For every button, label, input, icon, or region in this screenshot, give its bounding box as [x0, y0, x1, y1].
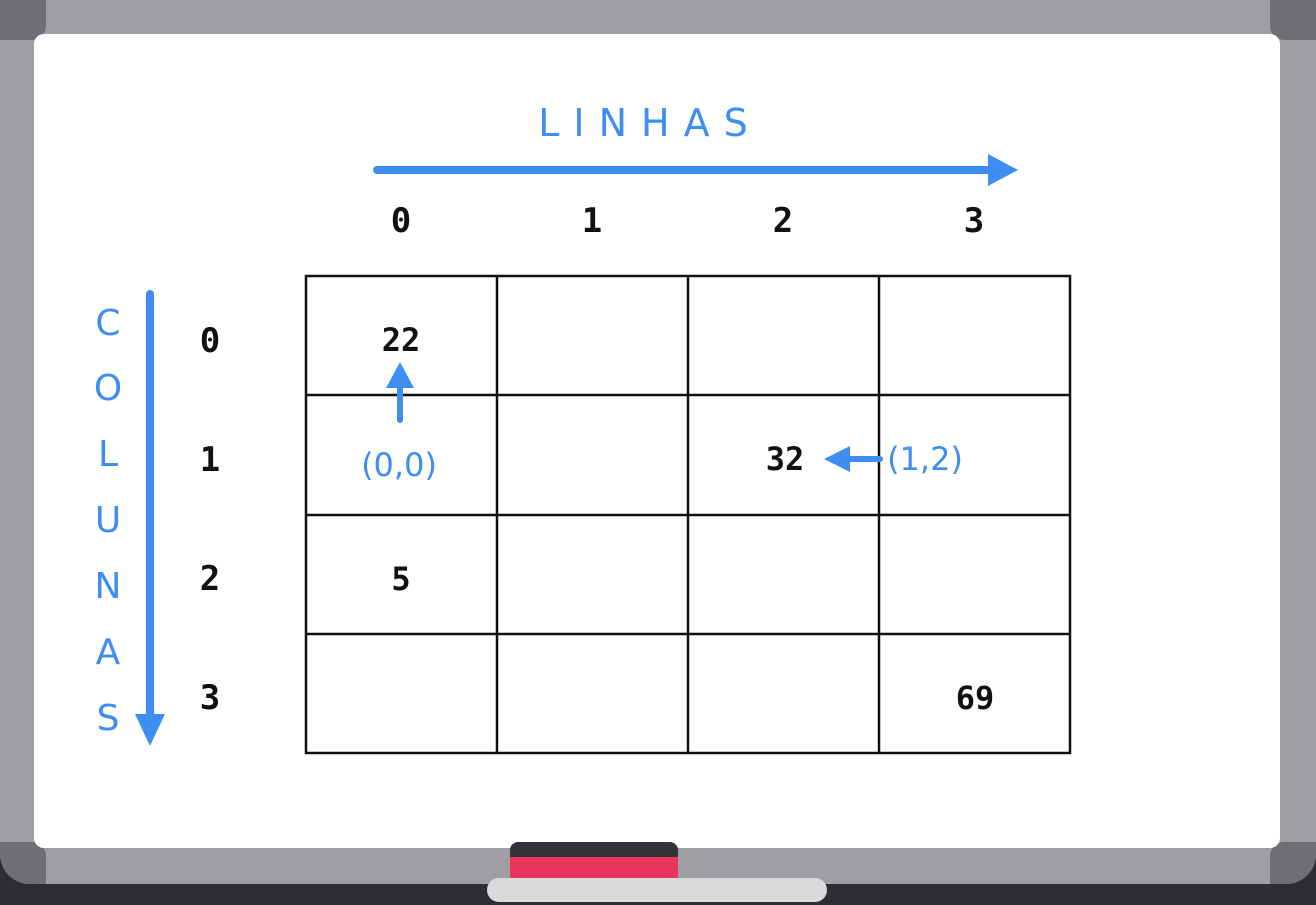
marker-stripe: [510, 857, 678, 879]
rows-axis-arrow: [373, 154, 1018, 186]
columns-axis-letter: C: [95, 303, 120, 344]
column-index: 1: [582, 201, 602, 241]
column-index: 3: [964, 201, 984, 241]
matrix-values: 22 32 5 69: [382, 321, 995, 717]
row-index: 0: [200, 321, 220, 361]
row-indices: 0 1 2 3: [200, 321, 220, 718]
marker-tray: [487, 878, 827, 902]
columns-axis-arrow: [135, 290, 165, 746]
matrix-cell-value: 22: [382, 321, 421, 359]
columns-axis-letter: A: [96, 632, 121, 673]
columns-axis-letter: S: [97, 698, 120, 739]
frame-corner: [0, 0, 46, 40]
column-index: 2: [773, 201, 793, 241]
columns-axis-letter: L: [98, 434, 118, 475]
row-index: 3: [200, 678, 220, 718]
point-label: (1,2): [887, 440, 963, 478]
matrix-cell-value: 69: [956, 679, 995, 717]
matrix-grid: [304, 274, 1072, 755]
origin-label: (0,0): [361, 446, 437, 484]
column-index: 0: [391, 201, 411, 241]
columns-axis-letter: O: [94, 368, 122, 409]
rows-axis-title: LINHAS: [538, 101, 762, 145]
point-annotation: (1,2): [824, 440, 963, 478]
matrix-cell-value: 32: [766, 440, 805, 478]
columns-axis-letter: N: [95, 566, 122, 607]
columns-axis-title: C O L U N A S: [94, 303, 122, 739]
frame-corner: [1270, 0, 1316, 40]
column-indices: 0 1 2 3: [391, 201, 984, 241]
matrix-cell-value: 5: [391, 560, 410, 598]
row-index: 2: [200, 559, 220, 599]
origin-annotation: (0,0): [361, 362, 437, 484]
row-index: 1: [200, 440, 220, 480]
columns-axis-letter: U: [95, 500, 121, 541]
